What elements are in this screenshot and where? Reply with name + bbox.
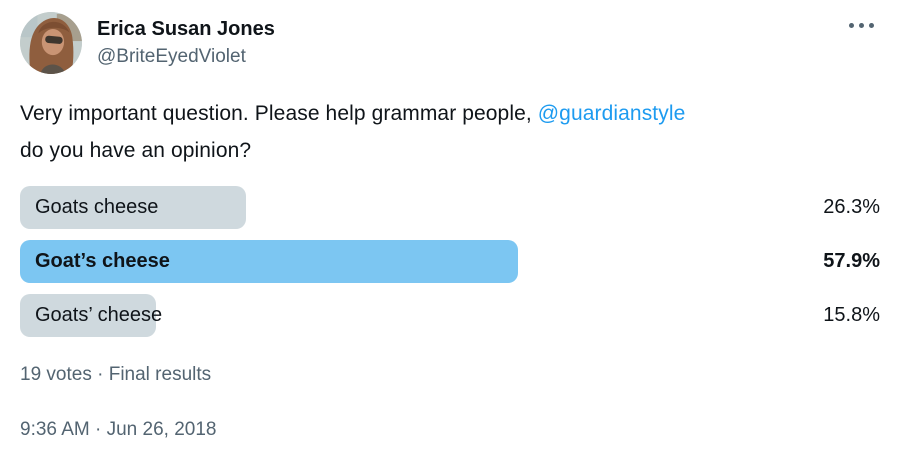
poll-meta: 19 votes · Final results — [20, 364, 212, 385]
timestamp[interactable]: 9:36 AM · Jun 26, 2018 — [20, 419, 217, 440]
avatar[interactable] — [20, 12, 82, 74]
poll-result-bar-winner — [20, 240, 518, 283]
tweet-text: Very important question. Please help gra… — [20, 95, 880, 169]
poll-option-goats-apostrophe-cheese: Goats’ cheese 15.8% — [20, 294, 880, 337]
poll-option-label: Goats cheese — [35, 196, 159, 218]
tweet-text-segment: Very important question. Please help gra… — [20, 102, 538, 125]
poll-option-percent: 26.3% — [823, 196, 880, 218]
ellipsis-dot — [859, 23, 864, 28]
ellipsis-dot — [869, 23, 874, 28]
tweet-text-segment: do you have an opinion? — [20, 139, 252, 162]
poll-option-label: Goat’s cheese — [35, 250, 170, 272]
ellipsis-dot — [849, 23, 854, 28]
poll-option-goat-apostrophe-s-cheese: Goat’s cheese 57.9% — [20, 240, 880, 283]
poll-option-percent: 57.9% — [823, 250, 880, 272]
poll-option-goats-cheese: Goats cheese 26.3% — [20, 186, 880, 229]
more-menu-button[interactable] — [843, 17, 880, 34]
display-name[interactable]: Erica Susan Jones — [97, 18, 275, 40]
poll-result-bar — [20, 186, 247, 229]
poll-option-percent: 15.8% — [823, 304, 880, 326]
poll: Goats cheese 26.3% Goat’s cheese 57.9% G… — [20, 186, 880, 387]
poll-option-label: Goats’ cheese — [35, 304, 163, 326]
tweet-header: Erica Susan Jones @BriteEyedViolet — [20, 12, 880, 74]
identity-block: Erica Susan Jones @BriteEyedViolet — [97, 12, 275, 70]
poll-result-bar — [20, 294, 156, 337]
mention-link[interactable]: @guardianstyle — [537, 102, 686, 125]
user-handle[interactable]: @BriteEyedViolet — [97, 46, 246, 67]
profile-photo — [20, 12, 82, 74]
